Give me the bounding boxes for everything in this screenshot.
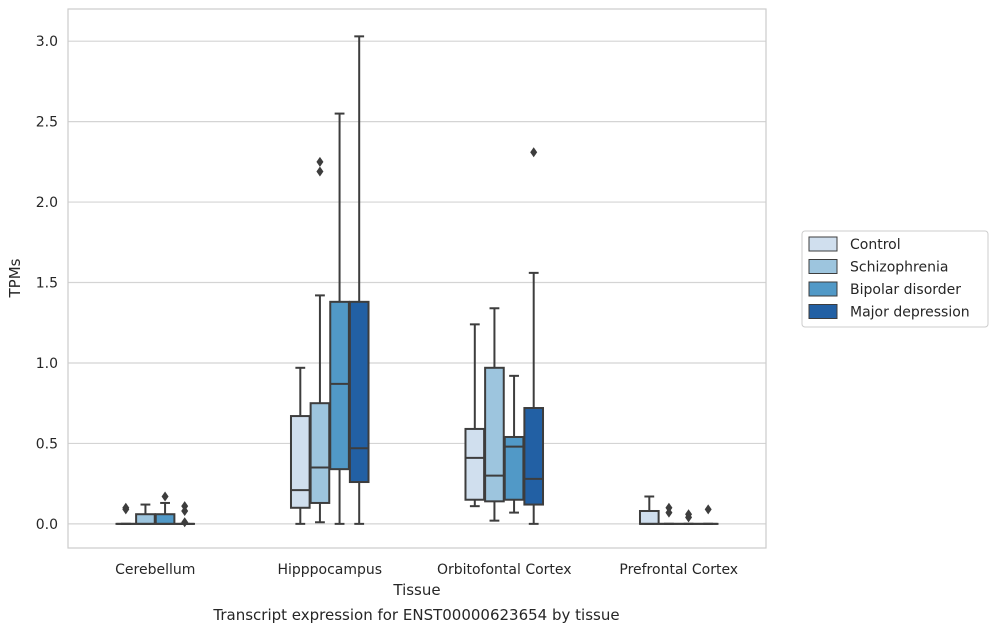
box-iqr: [289, 415, 311, 509]
legend-swatch: [808, 236, 838, 252]
outlier-marker: [316, 166, 324, 177]
box: [464, 323, 486, 508]
legend: Control Schizophrenia Bipolar disorder Majo…: [801, 230, 989, 328]
box: [135, 503, 156, 525]
x-tick-labels: Cerebellum Hipppocampus Orbitofontal Corte…: [115, 562, 738, 578]
y-tick-label: 3.0: [36, 34, 58, 50]
box: [484, 307, 505, 522]
outlier-marker: [181, 517, 189, 528]
y-tick-label: 0.5: [36, 436, 58, 452]
box-iqr: [154, 513, 176, 525]
box-iqr: [309, 402, 331, 504]
x-tick-label: Cerebellum: [115, 562, 195, 578]
box: [154, 491, 176, 525]
box: [503, 374, 525, 514]
y-tick-label: 1.0: [36, 356, 58, 372]
box-iqr: [523, 407, 545, 506]
box-iqr: [484, 366, 505, 503]
outlier-marker: [685, 512, 693, 523]
outlier-marker: [704, 504, 712, 515]
outlier-marker: [181, 505, 189, 516]
y-tick-label: 2.0: [36, 195, 58, 211]
legend-swatch: [808, 259, 838, 274]
box: [348, 35, 370, 525]
box: [309, 156, 331, 524]
gridlines: [68, 40, 766, 525]
outlier-marker: [665, 507, 673, 518]
box: [658, 502, 680, 525]
box-iqr: [329, 300, 350, 471]
outlier-marker: [530, 147, 538, 158]
y-tick-label: 1.5: [36, 276, 58, 292]
box-iqr: [135, 513, 156, 525]
boxes: [115, 35, 719, 528]
legend-frame: [801, 230, 989, 328]
box-iqr: [348, 300, 370, 484]
box-iqr: [638, 509, 660, 525]
box: [697, 504, 719, 525]
y-axis-label: TPMs: [6, 258, 24, 298]
x-tick-label: Prefrontal Cortex: [619, 562, 738, 578]
x-axis-label: Tissue: [392, 581, 440, 599]
outlier-marker: [122, 504, 130, 515]
y-tick-labels: 0.0 0.5 1.0 1.5 2.0 2.5 3.0: [36, 34, 58, 533]
legend-label: Schizophrenia: [850, 260, 948, 276]
figure-caption: Transcript expression for ENST0000062365…: [213, 606, 620, 624]
box: [678, 509, 699, 525]
box: [329, 112, 350, 525]
legend-swatch: [808, 281, 838, 297]
box: [115, 502, 137, 525]
legend-label: Major depression: [850, 305, 970, 321]
y-tick-label: 0.0: [36, 517, 58, 533]
plot-area-frame: [67, 8, 767, 549]
y-tick-label: 2.5: [36, 115, 58, 131]
x-tick-label: Hipppocampus: [277, 562, 382, 578]
box: [174, 501, 196, 528]
legend-label: Control: [850, 237, 901, 253]
box: [638, 495, 660, 525]
x-tick-label: Orbitofontal Cortex: [437, 562, 572, 578]
legend-swatch: [808, 304, 838, 319]
outlier-marker: [316, 156, 324, 167]
outlier-marker: [161, 491, 169, 502]
box: [289, 366, 311, 525]
box-iqr: [464, 427, 486, 501]
legend-label: Bipolar disorder: [850, 282, 961, 298]
box: [523, 147, 545, 525]
